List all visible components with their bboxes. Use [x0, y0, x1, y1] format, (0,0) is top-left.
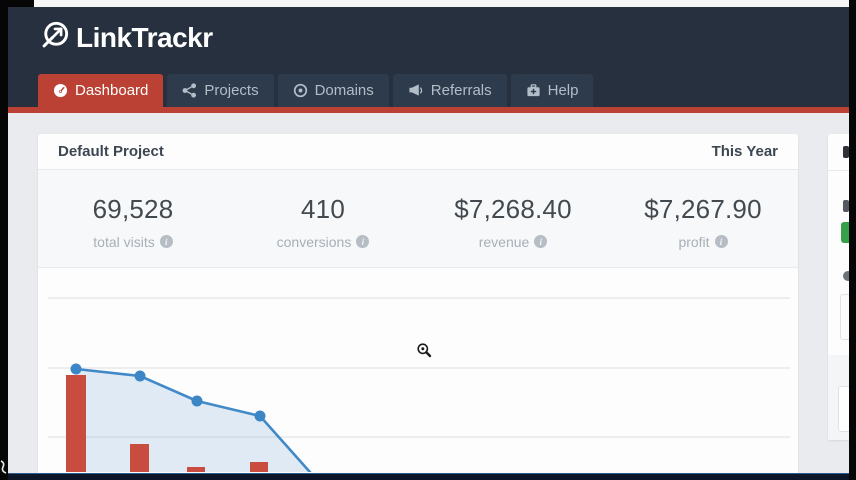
tab-label: Projects [204, 82, 259, 99]
partial-text-fragment [843, 200, 849, 212]
linktrackr-logo-icon [38, 18, 72, 57]
partial-icon-fragment [843, 271, 849, 281]
zoom-cursor-icon [417, 343, 432, 358]
traffic-chart[interactable] [38, 268, 798, 472]
tab-dashboard[interactable]: Dashboard [38, 74, 164, 107]
stat-value: 69,528 [92, 193, 174, 224]
stats-row: 69,528 total visits 410 conversions $7,2… [38, 170, 798, 268]
domains-icon [293, 83, 308, 98]
info-icon[interactable] [159, 235, 173, 248]
stat-value: $7,268.40 [454, 193, 572, 224]
info-icon[interactable] [356, 235, 370, 248]
left-black-edge [0, 0, 8, 480]
tab-label: Dashboard [75, 82, 149, 99]
help-icon [526, 83, 541, 98]
app-header: LinkTrackr Dashboard Projects Domains [8, 7, 849, 113]
partial-title-fragment [843, 146, 849, 158]
tab-referrals[interactable]: Referrals [392, 74, 507, 107]
bottom-strip [8, 473, 849, 480]
project-card: Default Project This Year 69,528 total v… [38, 134, 798, 473]
tab-domains[interactable]: Domains [277, 74, 389, 107]
stat-conversions: 410 conversions [228, 170, 418, 267]
partial-card-right [828, 134, 849, 440]
tab-help[interactable]: Help [510, 74, 594, 107]
partial-card-divider [828, 170, 849, 171]
top-white-strip [8, 0, 849, 7]
brand-logo[interactable]: LinkTrackr [38, 18, 213, 57]
stat-value: $7,267.90 [644, 193, 762, 224]
period-selector[interactable]: This Year [711, 143, 778, 160]
tab-projects[interactable]: Projects [167, 74, 274, 107]
main-nav: Dashboard Projects Domains Referrals [38, 74, 594, 107]
stat-label: profit [678, 233, 710, 250]
dashboard-icon [53, 83, 68, 98]
tab-label: Domains [314, 82, 374, 99]
tab-label: Referrals [430, 82, 492, 99]
top-black-corner [0, 0, 34, 7]
stat-profit: $7,267.90 profit [608, 170, 798, 267]
stat-label: revenue [478, 233, 530, 250]
partial-box-fragment [840, 294, 849, 340]
info-icon[interactable] [534, 235, 548, 248]
tab-label: Help [547, 82, 579, 99]
stat-total-visits: 69,528 total visits [38, 170, 228, 267]
corner-artifact [0, 460, 7, 474]
right-black-edge [849, 0, 856, 480]
referrals-icon [408, 83, 424, 98]
info-icon[interactable] [714, 235, 728, 248]
partial-box-fragment [838, 386, 849, 432]
stat-value: 410 [301, 193, 345, 224]
partial-green-button-fragment[interactable] [841, 222, 849, 243]
project-title: Default Project [58, 143, 164, 160]
project-card-header: Default Project This Year [38, 134, 798, 170]
stat-label: total visits [93, 233, 155, 250]
projects-icon [182, 83, 197, 98]
stat-label: conversions [276, 233, 352, 250]
stat-revenue: $7,268.40 revenue [418, 170, 608, 267]
nav-accent-bar [8, 107, 849, 113]
brand-name: LinkTrackr [76, 21, 213, 53]
